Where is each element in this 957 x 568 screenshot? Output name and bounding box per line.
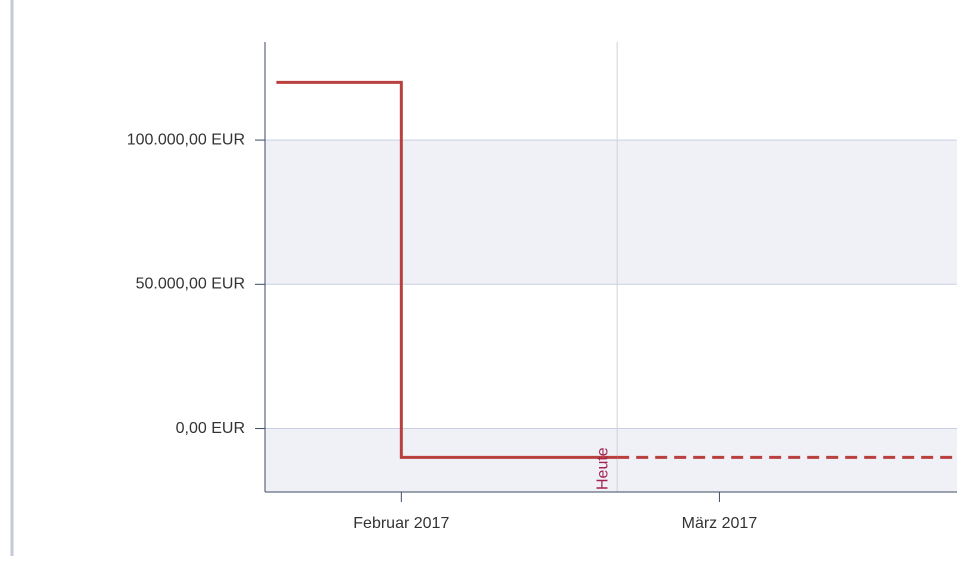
- marks: [276, 80, 957, 459]
- today-label: Heute: [594, 447, 611, 490]
- plot-band: [265, 428, 957, 492]
- plot-band: [265, 140, 957, 285]
- y-tick-label: 100.000,00 EUR: [127, 131, 245, 148]
- line-series: [276, 80, 618, 459]
- plot-band: [265, 284, 957, 429]
- y-tick-label: 50.000,00 EUR: [136, 276, 245, 293]
- y-tick-label: 0,00 EUR: [176, 420, 245, 437]
- grid: [265, 42, 957, 492]
- x-tick-label: März 2017: [682, 515, 758, 532]
- axes: 0,00 EUR 50.000,00 EUR 100.000,00 EUR Febru…: [127, 42, 957, 532]
- x-tick-label: Februar 2017: [353, 515, 449, 532]
- bands: [265, 42, 957, 492]
- plot-band: [265, 42, 957, 141]
